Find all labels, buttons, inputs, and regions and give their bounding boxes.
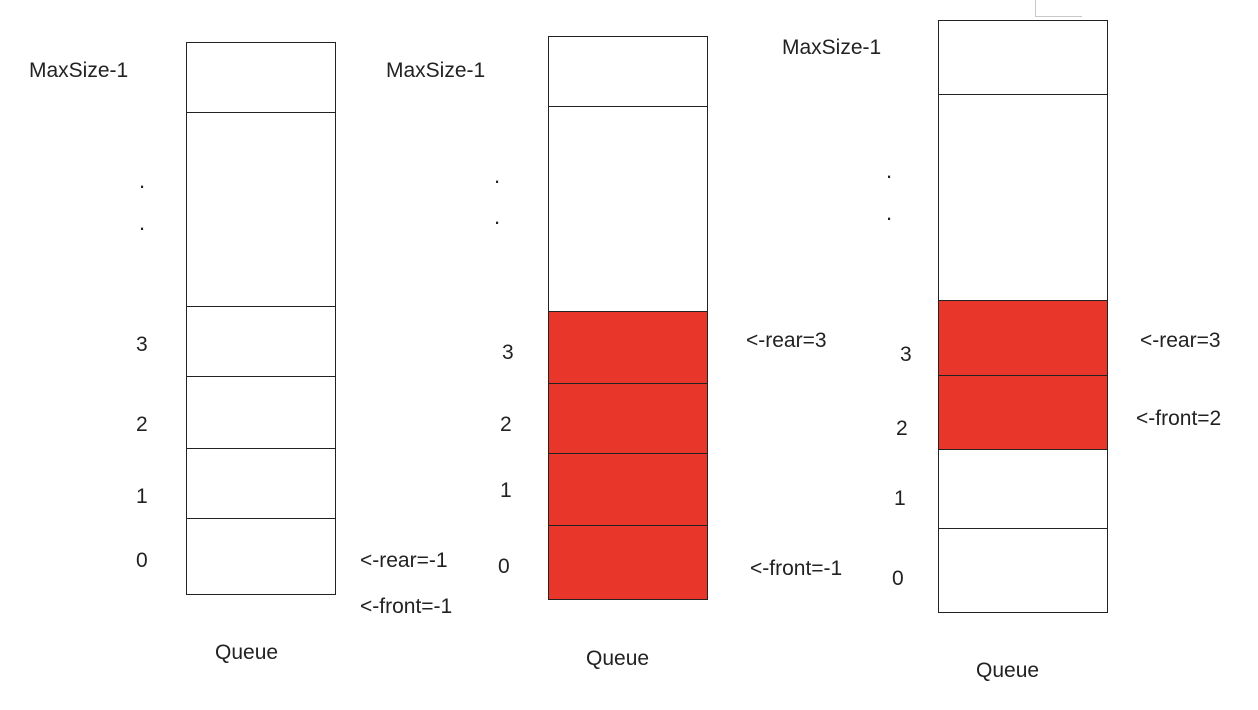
queue-1-cell-2 [186, 376, 336, 449]
queue-3-caption: Queue [976, 659, 1040, 682]
queue-2-cell-3 [548, 311, 708, 384]
queue-1-index-0: 0 [136, 549, 148, 572]
queue-2-index-3: 3 [502, 341, 514, 364]
queue-1-index-1: 1 [136, 485, 148, 508]
queue-3-dot: . [886, 200, 893, 225]
queue-1-cell-middle [186, 112, 336, 307]
queue-1-cell-1 [186, 448, 336, 519]
queue-2-caption: Queue [586, 647, 650, 670]
queue-3-dot: . [886, 158, 893, 183]
queue-3-cell-1 [938, 449, 1108, 529]
queue-1-caption: Queue [215, 641, 279, 664]
queue-3-cell-2 [938, 375, 1108, 450]
queue-2-max-label: MaxSize-1 [386, 59, 486, 82]
queue-1-index-2: 2 [136, 413, 148, 436]
queue-3-cell-3 [938, 300, 1108, 376]
queue-1-rear-pointer: <-rear=-1 [360, 549, 448, 572]
queue-2-dot: . [494, 204, 501, 229]
queue-3-front-pointer: <-front=2 [1136, 407, 1222, 430]
queue-1-dot: . [139, 210, 146, 235]
queue-2-cell-1 [548, 453, 708, 526]
queue-3-max-label: MaxSize-1 [782, 36, 882, 59]
queue-2-cell-maxsize [548, 36, 708, 107]
queue-2-index-0: 0 [498, 555, 510, 578]
queue-1-max-label: MaxSize-1 [29, 59, 129, 82]
queue-3-cell-maxsize [938, 20, 1108, 95]
queue-1-front-pointer: <-front=-1 [360, 595, 453, 618]
queue-3-index-3: 3 [900, 343, 912, 366]
queue-1-cell-3 [186, 306, 336, 377]
queue-3-cell-0 [938, 528, 1108, 613]
queue-1-cell-0 [186, 518, 336, 595]
queue-2-index-1: 1 [500, 479, 512, 502]
queue-3-rear-pointer: <-rear=3 [1140, 329, 1221, 352]
queue-2-cell-0 [548, 525, 708, 600]
queue-1-index-3: 3 [136, 333, 148, 356]
queue-3-index-2: 2 [896, 417, 908, 440]
queue-2-dot: . [494, 163, 501, 188]
queue-2-front-pointer: <-front=-1 [750, 557, 843, 580]
queue-3-index-1: 1 [894, 487, 906, 510]
queue-1-dot: . [139, 168, 146, 193]
queue-3-cell-middle [938, 94, 1108, 301]
queue-2-cell-2 [548, 383, 708, 454]
queue-2-index-2: 2 [500, 413, 512, 436]
corner-mark [1035, 0, 1082, 17]
queue-2-rear-pointer: <-rear=3 [746, 329, 827, 352]
queue-2-cell-middle [548, 106, 708, 312]
queue-3-index-0: 0 [892, 567, 904, 590]
queue-1-cell-maxsize [186, 42, 336, 113]
